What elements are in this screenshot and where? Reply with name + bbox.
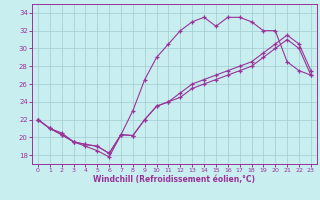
X-axis label: Windchill (Refroidissement éolien,°C): Windchill (Refroidissement éolien,°C) xyxy=(93,175,255,184)
